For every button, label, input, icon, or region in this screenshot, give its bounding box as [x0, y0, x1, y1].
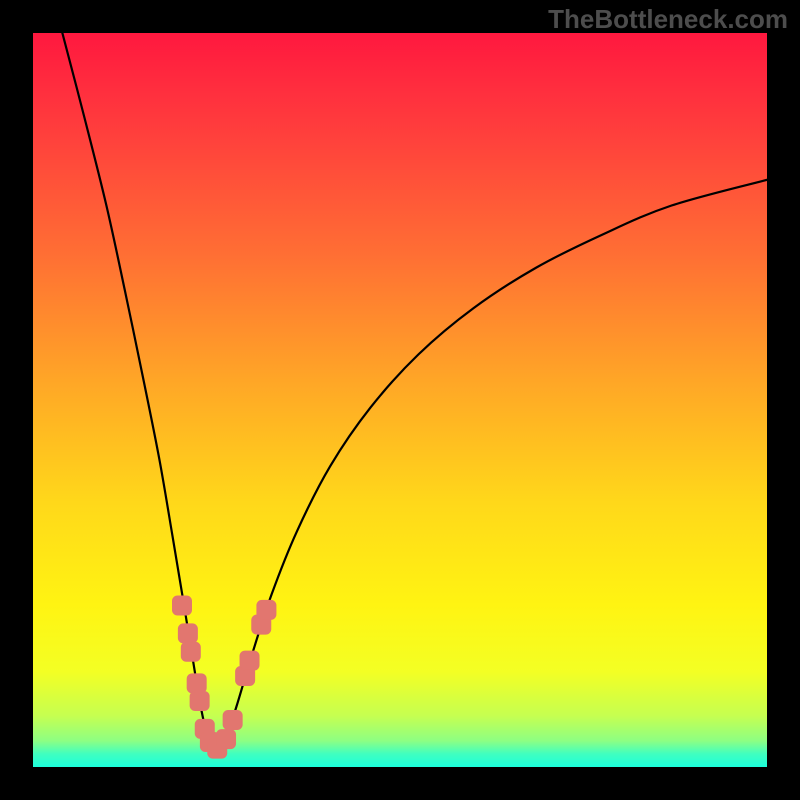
data-marker — [257, 600, 276, 619]
curve-layer — [33, 33, 767, 767]
watermark-text: TheBottleneck.com — [548, 4, 788, 35]
data-marker — [173, 596, 192, 615]
plot-area — [33, 33, 767, 767]
data-marker — [190, 691, 209, 710]
chart-root: TheBottleneck.com — [0, 0, 800, 800]
data-marker — [187, 674, 206, 693]
data-marker — [217, 730, 236, 749]
data-marker — [240, 651, 259, 670]
data-marker — [223, 711, 242, 730]
bottleneck-curve — [62, 33, 767, 750]
data-marker — [181, 642, 200, 661]
data-marker — [178, 624, 197, 643]
